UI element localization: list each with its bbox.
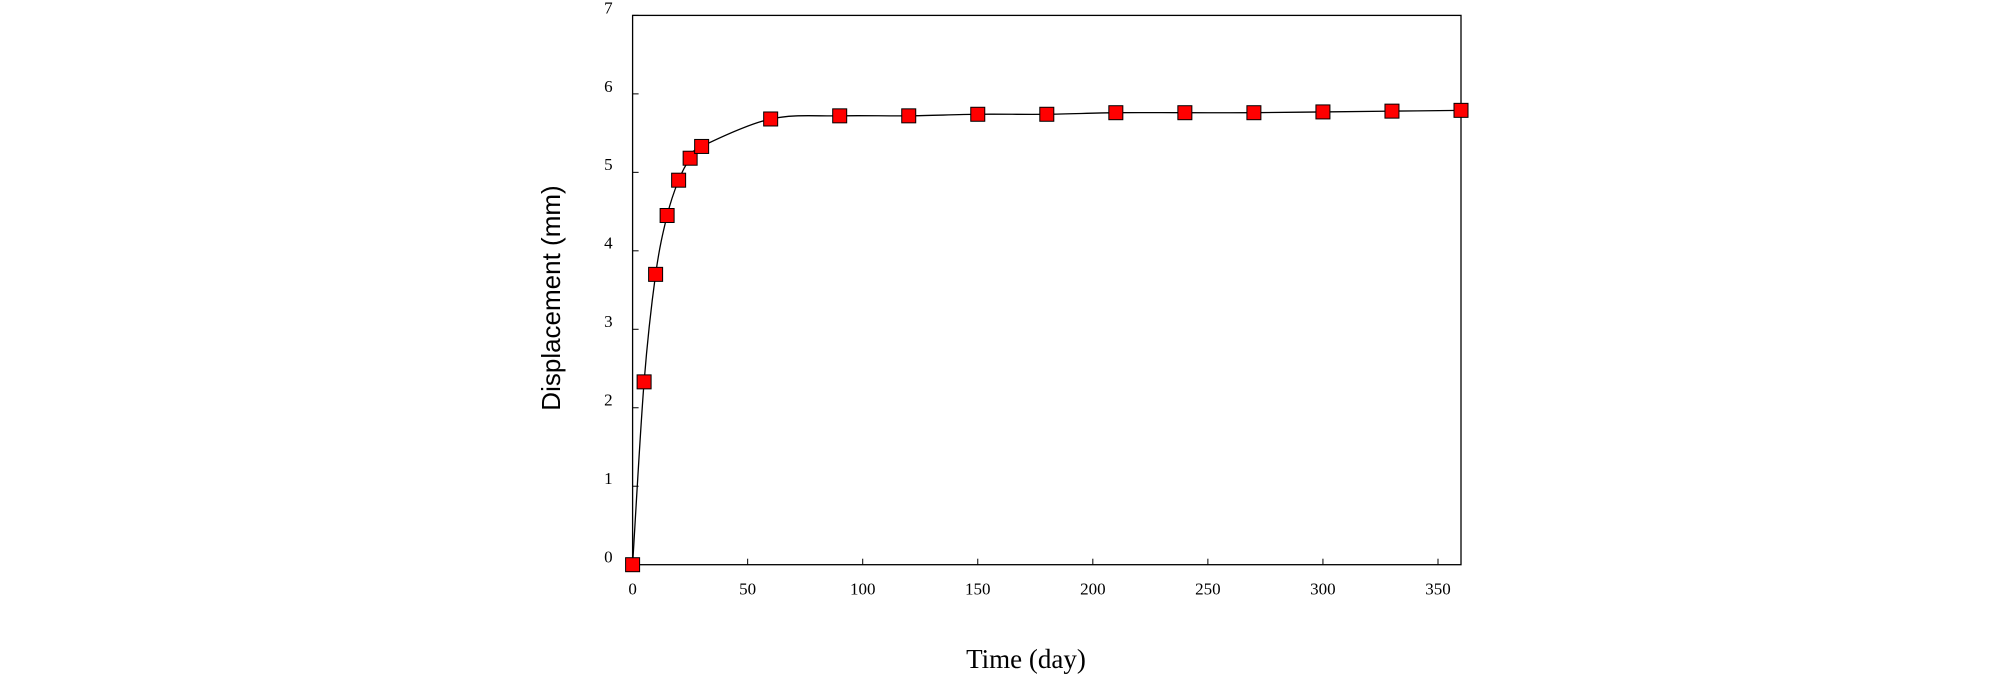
plot-frame	[631, 14, 1462, 566]
x-tick-label: 100	[850, 580, 876, 599]
x-tick-label: 350	[1425, 580, 1451, 599]
x-tick-label: 50	[739, 580, 756, 599]
marker	[1246, 105, 1262, 121]
marker	[1039, 106, 1055, 122]
y-tick-label: 6	[604, 77, 613, 96]
marker	[1453, 102, 1469, 118]
marker	[763, 111, 779, 127]
y-tick-label: 7	[604, 0, 613, 17]
marker	[1384, 103, 1400, 119]
marker	[671, 172, 687, 188]
y-axis-label: Displacement (mm)	[536, 185, 566, 410]
x-tick-label: 0	[628, 580, 637, 599]
marker	[1177, 105, 1193, 121]
x-axis-label: Time (day)	[966, 644, 1086, 674]
y-tick-label: 4	[604, 234, 613, 253]
y-tick-label: 1	[604, 469, 613, 488]
marker	[1108, 105, 1124, 121]
y-tick-label: 3	[604, 312, 613, 331]
x-tick-label: 250	[1195, 580, 1221, 599]
marker	[682, 150, 698, 166]
marker	[636, 374, 652, 390]
marker	[1315, 104, 1331, 120]
x-tick-label: 150	[965, 580, 991, 599]
series-line	[631, 109, 1462, 565]
x-tick-label: 300	[1310, 580, 1336, 599]
x-tick-label: 200	[1080, 580, 1106, 599]
y-tick-label: 5	[604, 155, 613, 174]
marker	[659, 208, 675, 224]
marker	[901, 108, 917, 124]
y-tick-label: 0	[604, 548, 613, 567]
marker	[694, 138, 710, 154]
marker	[648, 266, 664, 282]
y-tick-label: 2	[604, 391, 613, 410]
marker	[625, 557, 641, 573]
marker	[832, 108, 848, 124]
marker	[970, 106, 986, 122]
